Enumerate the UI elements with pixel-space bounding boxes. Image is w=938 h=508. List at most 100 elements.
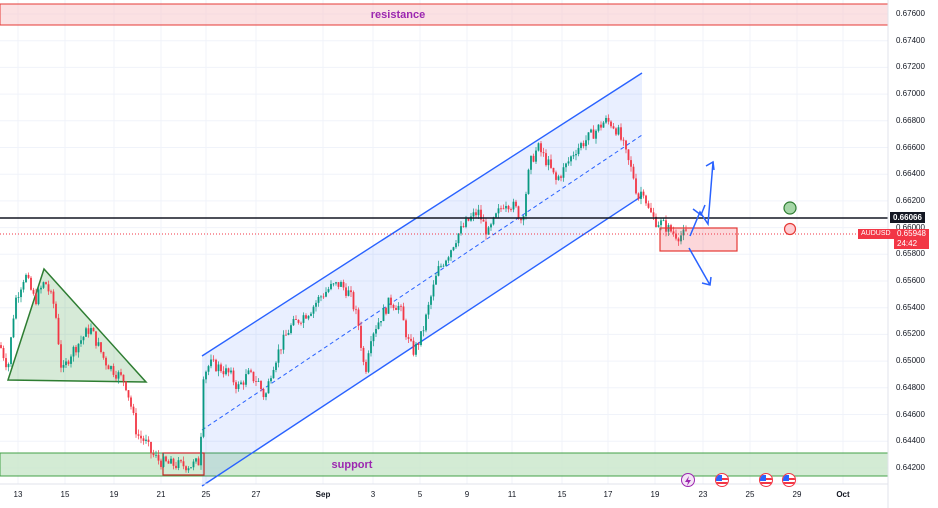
candle-body bbox=[250, 370, 252, 372]
candle-body bbox=[282, 334, 285, 350]
bearish-scenario-arrow[interactable] bbox=[688, 247, 712, 286]
candle-body bbox=[140, 435, 142, 439]
candle-body bbox=[430, 296, 432, 305]
lightning-icon[interactable] bbox=[681, 473, 695, 487]
candle-body bbox=[342, 282, 345, 288]
candle-body bbox=[177, 460, 180, 468]
candle-body bbox=[345, 287, 347, 296]
candle-body bbox=[482, 219, 485, 222]
candle-body bbox=[77, 343, 80, 353]
channel-lower-line[interactable] bbox=[201, 195, 643, 487]
candle-body bbox=[272, 369, 275, 379]
candle-body bbox=[127, 390, 130, 398]
candle-body bbox=[372, 333, 375, 342]
candle-body bbox=[267, 381, 270, 394]
date-tick-label: 19 bbox=[109, 490, 119, 499]
candle-body bbox=[5, 358, 7, 368]
candle-body bbox=[530, 155, 532, 170]
candle-body bbox=[500, 208, 502, 210]
candle-body bbox=[497, 208, 500, 214]
candle-body bbox=[20, 289, 22, 298]
candle-body bbox=[545, 153, 547, 166]
price-tick-label: 0.65800 bbox=[896, 249, 925, 259]
candle-body bbox=[117, 372, 120, 379]
channel-upper-line[interactable] bbox=[201, 72, 643, 357]
candle-body bbox=[237, 384, 240, 389]
candle-body bbox=[437, 266, 440, 276]
candle-body bbox=[0, 345, 2, 349]
bullish-scenario-arrow[interactable] bbox=[689, 160, 715, 237]
triangle-pattern[interactable] bbox=[6, 267, 148, 383]
candle-body bbox=[420, 331, 422, 346]
candle-body bbox=[480, 209, 482, 220]
candle-body bbox=[572, 155, 575, 157]
candle-body bbox=[227, 368, 230, 373]
candle-body bbox=[575, 154, 577, 156]
us-flag-icon[interactable] bbox=[715, 473, 729, 487]
candle-body bbox=[107, 365, 110, 370]
candle-body bbox=[390, 297, 392, 305]
candle-body bbox=[410, 338, 412, 341]
price-tick-label: 0.65000 bbox=[896, 356, 925, 366]
candle-body bbox=[452, 247, 455, 251]
candle-body bbox=[475, 212, 477, 216]
candle-body bbox=[680, 235, 682, 242]
candle-body bbox=[52, 291, 55, 304]
us-flag-icon[interactable] bbox=[782, 473, 796, 487]
price-tick-label: 0.66200 bbox=[896, 195, 925, 205]
candle-body bbox=[162, 456, 165, 467]
candle-body bbox=[150, 441, 152, 454]
candle-body bbox=[87, 328, 90, 334]
candle-body bbox=[655, 216, 657, 227]
candle-body bbox=[320, 296, 322, 298]
candle-body bbox=[152, 453, 155, 456]
price-tick-label: 0.64600 bbox=[896, 409, 925, 419]
current-price-value: 0.65948 bbox=[897, 229, 926, 238]
green-signal-circle[interactable] bbox=[783, 201, 797, 215]
candle-body bbox=[305, 315, 307, 319]
price-tick-label: 0.65600 bbox=[896, 276, 925, 285]
candle-body bbox=[275, 362, 277, 370]
candle-body bbox=[617, 127, 620, 135]
candle-body bbox=[407, 337, 410, 339]
candle-body bbox=[627, 149, 630, 161]
consolidation-box[interactable] bbox=[659, 227, 738, 252]
breakout-arrow[interactable] bbox=[692, 204, 706, 217]
candle-body bbox=[165, 456, 167, 462]
support-zone[interactable] bbox=[0, 452, 889, 477]
candle-body bbox=[200, 436, 202, 466]
candle-body bbox=[442, 265, 445, 267]
candle-body bbox=[432, 284, 435, 297]
candle-body bbox=[682, 229, 685, 236]
candle-body bbox=[387, 297, 390, 314]
candle-body bbox=[82, 336, 85, 341]
date-tick-label: 9 bbox=[464, 490, 470, 499]
candle-body bbox=[175, 465, 177, 468]
candle-body bbox=[292, 319, 295, 326]
candle-body bbox=[35, 293, 37, 305]
price-tick-label: 0.66400 bbox=[896, 169, 925, 179]
us-flag-icon[interactable] bbox=[759, 473, 773, 487]
candle-body bbox=[57, 317, 60, 345]
candle-body bbox=[270, 378, 272, 382]
candle-body bbox=[95, 331, 97, 346]
candle-body bbox=[337, 282, 340, 287]
candle-body bbox=[17, 297, 20, 298]
candle-body bbox=[85, 328, 87, 337]
candle-body bbox=[327, 289, 330, 292]
candle-body bbox=[47, 284, 50, 292]
price-tick-label: 0.67000 bbox=[896, 89, 925, 99]
candle-body bbox=[287, 333, 290, 335]
candle-body bbox=[417, 343, 420, 346]
red-signal-circle[interactable] bbox=[783, 222, 797, 236]
candle-body bbox=[25, 274, 27, 283]
candle-body bbox=[330, 283, 332, 290]
date-tick-label: 15 bbox=[557, 490, 567, 499]
candle-body bbox=[587, 132, 590, 141]
candle-body bbox=[37, 289, 40, 305]
candle-body bbox=[22, 282, 25, 290]
candle-body bbox=[97, 342, 100, 346]
resistance-zone[interactable] bbox=[0, 3, 889, 26]
candle-body bbox=[397, 305, 400, 310]
